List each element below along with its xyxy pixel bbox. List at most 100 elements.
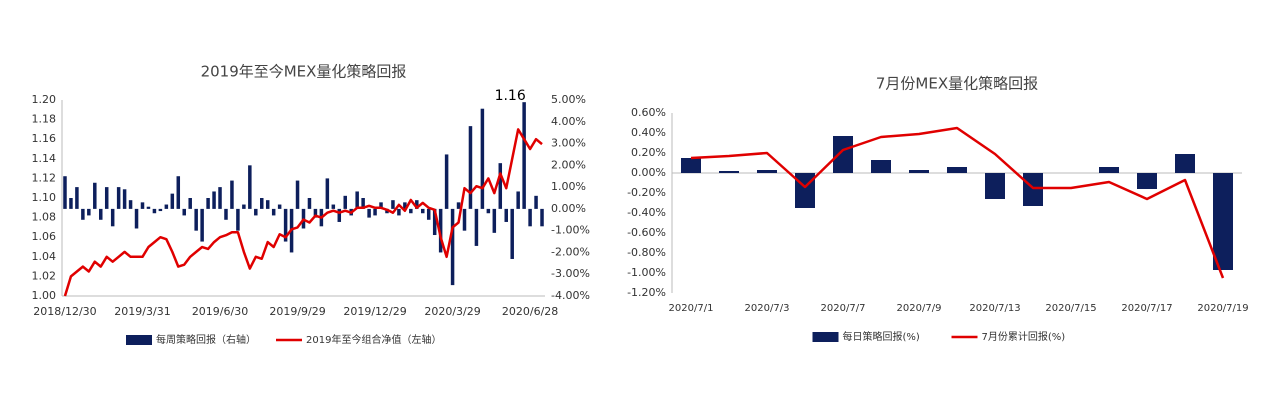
y2-tick-label: 2.00% [551,158,586,171]
bar [871,160,891,173]
legend-swatch [126,335,152,345]
y-tick-label: -0.20% [627,186,666,199]
bar [242,204,246,209]
bar [534,195,538,209]
bar [248,165,252,209]
bar [450,208,455,286]
y-tick-label: -1.00% [627,266,666,279]
bar [265,200,270,209]
bar [1213,173,1233,270]
bar [474,208,479,246]
bar [373,208,377,216]
bar [379,202,383,209]
bar [528,208,532,227]
y2-tick-label: 0.00% [551,202,586,215]
bar [134,208,139,229]
x-tick-label: 2020/7/9 [897,303,942,314]
bar [81,208,85,220]
bar [367,208,371,218]
legend-swatch [812,332,839,342]
line [63,128,543,297]
bar [1099,167,1119,173]
bar [355,191,359,209]
bar [325,178,330,209]
chart-title: 2019年至今MEX量化策略回报 [201,63,407,81]
bar [218,187,222,209]
bar [337,208,342,222]
bar [313,208,318,218]
bar [468,126,473,209]
bar [343,195,347,209]
y-tick-label: 0.20% [631,146,666,159]
y-tick-label: 1.08 [32,211,57,224]
bar [277,204,282,209]
bar [985,173,1005,199]
bar [99,208,103,220]
bar [361,198,365,209]
bar [480,108,485,209]
y2-tick-label: 1.00% [551,180,586,193]
y2-tick-label: -4.00% [551,289,590,302]
bar [426,208,431,220]
bar [498,163,503,209]
y-tick-label: 1.12 [32,171,57,184]
bar [212,191,216,209]
bar [947,167,967,173]
bar [146,206,151,209]
bar [271,208,276,216]
bar [116,187,121,209]
x-tick-label: 2020/6/28 [502,305,558,318]
bar [432,208,437,236]
bar [1023,173,1043,206]
y-tick-label: 1.00 [32,289,57,302]
bar [909,170,929,173]
bar [194,208,198,231]
bar [795,173,815,208]
bar [540,208,544,227]
y-tick-label: 1.06 [32,230,57,243]
y-tick-label: 1.16 [32,132,57,145]
annotation: 1.16 [495,88,526,104]
bar [110,208,115,227]
y-tick-label: -0.40% [627,206,666,219]
bar [140,202,145,209]
x-tick-label: 2019/9/29 [269,305,325,318]
bar [254,208,258,216]
y-tick-label: 0.60% [631,106,666,119]
bar [122,189,127,209]
y-tick-label: 1.02 [32,269,57,282]
x-tick-label: 2020/7/15 [1045,303,1096,314]
bar [170,193,175,209]
bar [200,208,204,242]
bar [283,208,288,242]
bar [260,198,264,209]
y2-tick-label: -2.00% [551,245,590,258]
bar [403,202,407,209]
bar [331,204,336,209]
bar [757,170,777,173]
bar [504,208,508,222]
y-tick-label: 1.10 [32,191,57,204]
bar [164,204,169,209]
bar [230,180,234,209]
bar [719,171,739,173]
x-tick-label: 2020/7/3 [745,303,790,314]
x-tick-label: 2020/7/7 [821,303,866,314]
bar [224,208,228,220]
y-tick-label: 1.14 [32,152,57,165]
legend-label: 每周策略回报（右轴） [156,333,256,346]
bar [236,208,240,231]
bar [492,208,497,233]
x-tick-label: 2020/7/17 [1121,303,1172,314]
bar [188,198,192,209]
legend-label: 2019年至今组合净值（左轴） [306,333,441,346]
x-tick-label: 2020/7/1 [669,303,714,314]
y2-tick-label: -1.00% [551,224,590,237]
x-tick-label: 2018/12/30 [33,305,96,318]
bar [152,208,157,214]
x-tick-label: 2020/3/29 [424,305,480,318]
bar [1175,154,1195,173]
line [690,126,1225,279]
bar [307,198,312,209]
